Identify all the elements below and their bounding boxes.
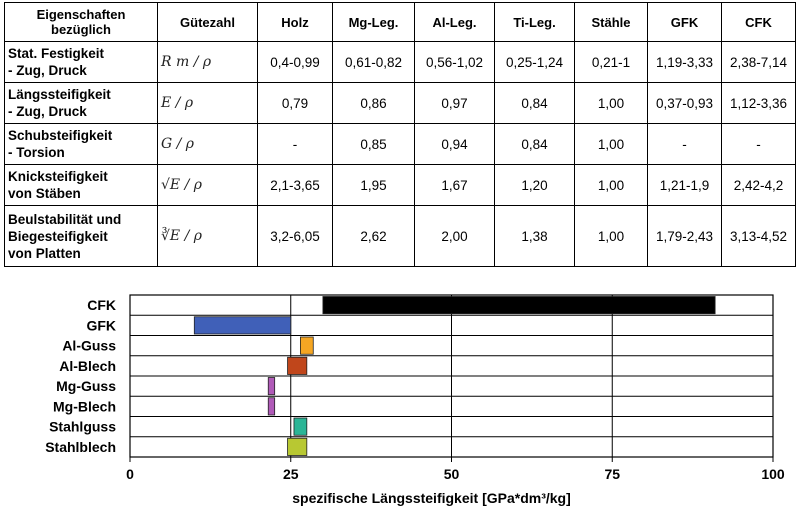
bar-cfk: [322, 296, 716, 315]
formula-cell: ∛E / ρ: [157, 205, 258, 267]
property-cell: Stat. Festigkeit - Zug, Druck: [4, 41, 158, 83]
header-property: Eigenschaften bezüglich: [4, 2, 158, 42]
value-cell: 2,38-7,14: [721, 41, 796, 83]
property-cell: Schubsteifigkeit - Torsion: [4, 123, 158, 165]
value-cell: 1,67: [414, 164, 495, 206]
property-cell: Knicksteifigkeit von Stäben: [4, 164, 158, 206]
value-cell: 1,19-3,33: [647, 41, 722, 83]
category-label: Al-Blech: [59, 358, 116, 374]
table-row: Knicksteifigkeit von Stäben √E / ρ 2,1-3,…: [4, 164, 796, 206]
property-line: - Torsion: [8, 145, 65, 160]
value-cell: 1,00: [574, 123, 648, 165]
property-cell: Beulstabilität und Biegesteifigkeit von Pl…: [4, 205, 158, 267]
category-label: CFK: [87, 297, 116, 313]
value-cell: 3,2-6,05: [257, 205, 333, 267]
property-cell: Längssteifigkeit - Zug, Druck: [4, 82, 158, 124]
table-row: Stat. Festigkeit - Zug, Druck R m / ρ 0,4…: [4, 41, 796, 83]
value-cell: 1,38: [494, 205, 575, 267]
header-index: Gütezahl: [157, 2, 258, 42]
value-cell: 0,56-1,02: [414, 41, 495, 83]
bar-mg-guss: [267, 377, 276, 396]
table-header-row: Eigenschaften bezüglich Gütezahl Holz Mg…: [4, 2, 796, 42]
properties-table: Eigenschaften bezüglich Gütezahl Holz Mg…: [4, 2, 796, 267]
value-cell: 1,00: [574, 205, 648, 267]
value-cell: 1,79-2,43: [647, 205, 722, 267]
value-cell: 1,21-1,9: [647, 164, 722, 206]
value-cell: 0,21-1: [574, 41, 648, 83]
x-tick-label: 50: [444, 466, 460, 482]
category-label: Stahlguss: [49, 419, 116, 435]
property-line: Schubsteifigkeit: [8, 128, 113, 143]
property-line: - Zug, Druck: [8, 63, 87, 78]
bar-mg-blech: [267, 397, 276, 416]
property-line: Stat. Festigkeit: [8, 46, 105, 61]
header-material: Mg-Leg.: [332, 2, 415, 42]
bar-stahlblech: [287, 437, 308, 456]
property-line: Längssteifigkeit: [8, 87, 111, 102]
value-cell: 1,00: [574, 82, 648, 124]
header-material: Stähle: [574, 2, 648, 42]
value-cell: 2,1-3,65: [257, 164, 333, 206]
table-row: Beulstabilität und Biegesteifigkeit von Pl…: [4, 205, 796, 267]
value-cell: 0,61-0,82: [332, 41, 415, 83]
value-cell: 2,00: [414, 205, 495, 267]
bar-gfk: [193, 316, 292, 335]
property-line: Biegesteifigkeit: [8, 228, 108, 244]
value-cell: 0,37-0,93: [647, 82, 722, 124]
value-cell: 1,12-3,36: [721, 82, 796, 124]
category-label: Stahlblech: [45, 439, 116, 455]
x-tick-label: 25: [283, 466, 299, 482]
value-cell: -: [257, 123, 333, 165]
value-cell: -: [647, 123, 722, 165]
bar-stahlguss: [293, 417, 308, 436]
category-label: GFK: [86, 317, 116, 333]
value-cell: 0,84: [494, 123, 575, 165]
value-cell: 3,13-4,52: [721, 205, 796, 267]
bar-al-guss: [299, 336, 314, 355]
header-material: GFK: [647, 2, 722, 42]
x-axis-title: spezifische Längssteifigkeit [GPa*dm³/kg…: [292, 490, 571, 506]
property-line: von Stäben: [8, 186, 81, 201]
x-tick-label: 100: [761, 466, 785, 482]
value-cell: 0,25-1,24: [494, 41, 575, 83]
property-line: Knicksteifigkeit: [8, 169, 108, 184]
value-cell: 0,79: [257, 82, 333, 124]
x-tick-label: 75: [604, 466, 620, 482]
bar-al-blech: [287, 356, 308, 375]
property-line: - Zug, Druck: [8, 104, 87, 119]
value-cell: 0,85: [332, 123, 415, 165]
header-material: Holz: [257, 2, 333, 42]
property-line: Beulstabilität und: [8, 211, 122, 227]
category-label: Mg-Guss: [56, 378, 116, 394]
value-cell: 1,95: [332, 164, 415, 206]
table-row: Schubsteifigkeit - Torsion G / ρ - 0,85 0…: [4, 123, 796, 165]
property-line: von Platten: [8, 245, 81, 261]
value-cell: 1,00: [574, 164, 648, 206]
category-label: Al-Guss: [62, 338, 116, 354]
category-label: Mg-Blech: [53, 398, 116, 414]
x-tick-label: 0: [126, 466, 134, 482]
